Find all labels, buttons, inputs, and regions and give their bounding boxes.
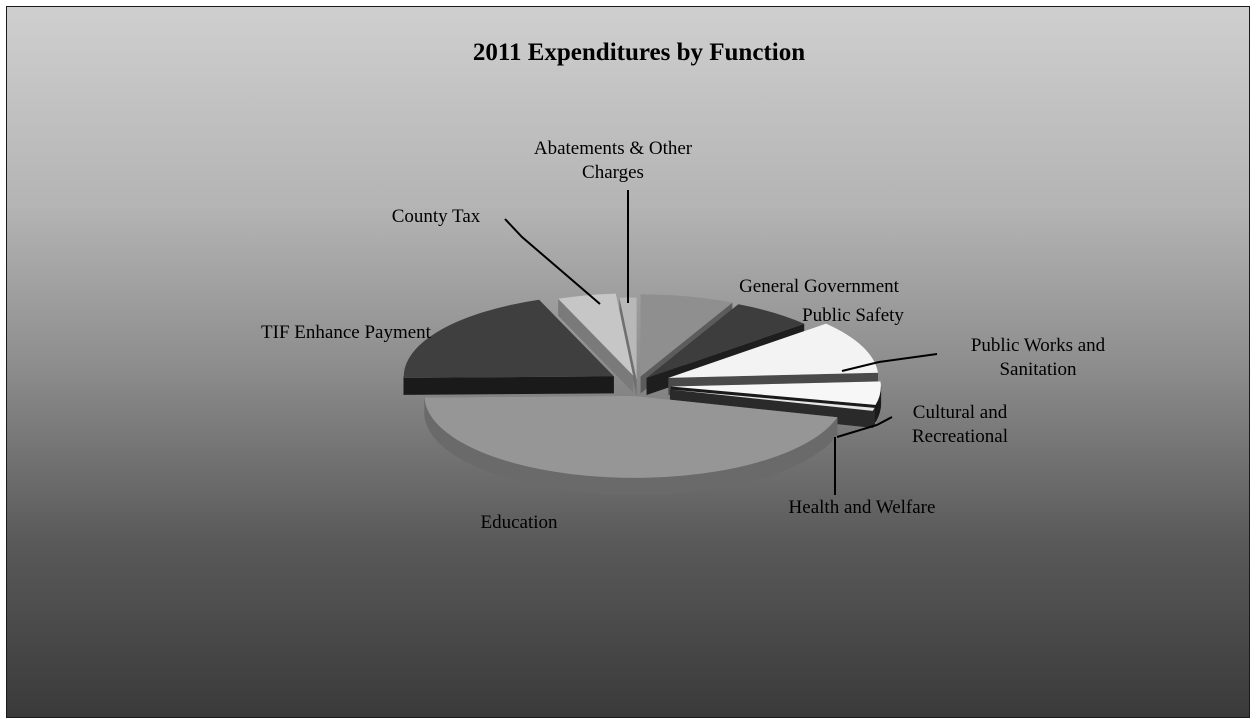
slice-label-6: TIF Enhance Payment <box>261 322 432 343</box>
pie-slice-3 <box>670 381 881 405</box>
slice-label-1: Public Safety <box>802 305 904 326</box>
slice-label-0: General Government <box>739 276 900 297</box>
slice-label-7: County Tax <box>392 206 481 227</box>
pie-slice-0 <box>640 294 733 377</box>
pie-slice-5 <box>424 395 838 478</box>
slice-label-5: Education <box>480 512 558 533</box>
pie-slice-1 <box>646 304 805 378</box>
slice-label-4: Health and Welfare <box>789 497 936 518</box>
pie-slice-6 <box>403 299 614 378</box>
chart-title: 2011 Expenditures by Function <box>473 39 805 66</box>
pie-slice-2 <box>668 323 878 378</box>
leader-line-2 <box>841 353 938 372</box>
pie-slice-cut-7-0 <box>558 298 634 393</box>
leader-line-3 <box>836 416 893 438</box>
slice-label-3-line-0: Cultural and <box>913 402 1008 423</box>
pie-tops <box>403 293 881 478</box>
pie-slice-8 <box>619 297 637 380</box>
leader-lines <box>504 190 938 495</box>
pie-chart: 2011 Expenditures by Function General Go… <box>261 39 1106 533</box>
pie-slice-cut-6-0 <box>403 376 614 395</box>
pie-slice-4 <box>669 389 875 411</box>
leader-line-7 <box>504 218 601 305</box>
pie-slice-cut-8-0 <box>619 297 637 397</box>
slice-labels: General Government Public Safety Public Wo… <box>261 138 1106 533</box>
slice-label-2-line-0: Public Works and <box>971 335 1106 356</box>
pie-slice-7 <box>558 293 634 376</box>
slice-label-8-line-0: Abatements & Other <box>534 138 693 159</box>
slice-label-8-line-1: Charges <box>582 162 644 183</box>
slice-label-2-line-1: Sanitation <box>999 359 1077 380</box>
chart-area: 2011 Expenditures by Function General Go… <box>6 6 1250 718</box>
slice-label-3-line-1: Recreational <box>912 426 1008 447</box>
